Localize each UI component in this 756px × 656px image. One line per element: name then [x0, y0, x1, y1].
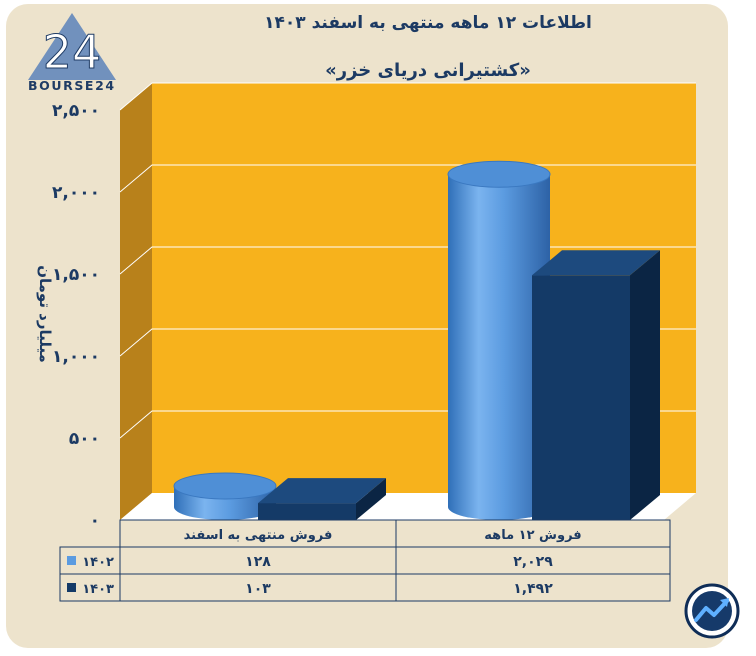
chart-title: اطلاعات ۱۲ ماهه منتهی به اسفند ۱۴۰۳: [264, 13, 592, 33]
bar-1402-1: [448, 174, 550, 520]
bar-1403-side-0: [356, 478, 386, 520]
y-tick-label: ۲,۵۰۰: [52, 101, 100, 121]
bar-1403-side-1: [630, 250, 660, 520]
badge-arrowhead: [720, 598, 729, 607]
data-label: ۱۲۸: [245, 554, 271, 570]
y-tick-label: ۰: [90, 511, 100, 531]
bar-1402-top-0: [173, 472, 277, 500]
y-tick-label: ۱,۵۰۰: [52, 265, 100, 285]
plot-side-wall: [120, 83, 152, 520]
y-tick-label: ۵۰۰: [69, 429, 100, 449]
bar-1403-0: [258, 503, 356, 520]
legend-swatch: [67, 556, 76, 565]
data-label: ۱۰۳: [245, 581, 271, 597]
y-axis-title: میلیارد تومان: [36, 265, 54, 363]
legend-label: ۱۴۰۲: [82, 555, 114, 570]
category-label: فروش منتهی به اسفند: [184, 528, 333, 543]
legend-swatch: [67, 583, 76, 592]
y-tick-label: ۲,۰۰۰: [52, 183, 100, 203]
y-tick-label: ۱,۰۰۰: [52, 347, 100, 367]
bar-1403-top-1: [532, 250, 660, 276]
chart-subtitle: «کشتیرانی دریای خزر»: [325, 60, 531, 81]
badge-arrow: [694, 599, 729, 622]
legend-label: ۱۴۰۳: [82, 582, 114, 597]
logo-triangle: [28, 13, 116, 80]
logo-mark: 24: [43, 25, 102, 79]
bar-1403-1: [532, 275, 630, 520]
gridline: [119, 82, 696, 111]
bar-1402-top-1: [447, 160, 551, 188]
logo-text: BOURSE24: [28, 78, 116, 93]
data-label: ۲,۰۲۹: [513, 554, 553, 570]
logo: 24: [28, 13, 116, 80]
category-label: فروش ۱۲ ماهه: [484, 528, 581, 543]
data-label: ۱,۴۹۲: [513, 581, 553, 597]
bar-1403-top-0: [258, 478, 386, 504]
trend-arrow-icon: [684, 583, 740, 639]
